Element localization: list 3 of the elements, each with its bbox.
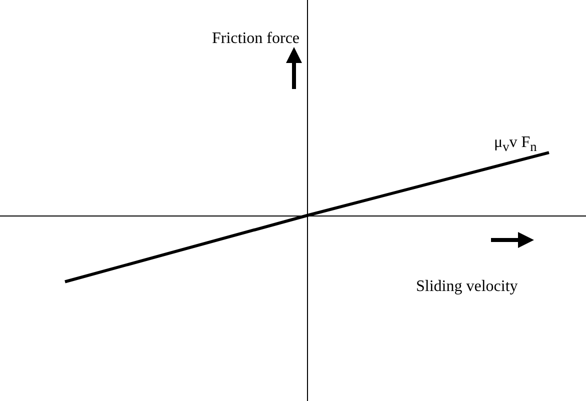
- text: Friction force: [212, 30, 300, 48]
- annotation: μ$_{v}$v F$_{n}$: [494, 134, 537, 156]
- annotation: Sliding velocity: [416, 278, 518, 296]
